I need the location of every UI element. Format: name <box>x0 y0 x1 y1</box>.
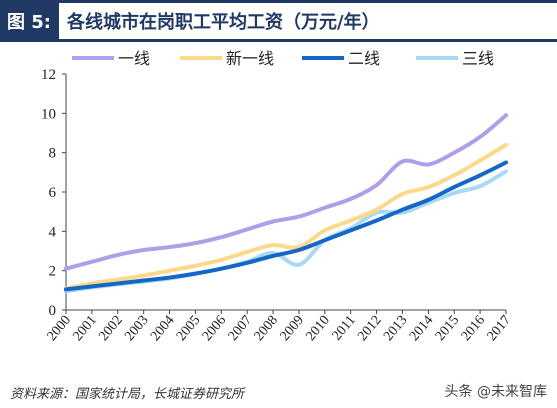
y-tick-label: 0 <box>49 303 57 319</box>
x-tick-label: 2006 <box>200 313 229 344</box>
x-tick-label: 2008 <box>252 313 281 344</box>
series-line-2 <box>64 160 508 292</box>
x-tick-label: 2012 <box>355 313 384 344</box>
x-tick-label: 2005 <box>174 313 203 344</box>
x-tick-label: 2013 <box>381 313 410 344</box>
legend-label-2: 二线 <box>348 49 380 68</box>
y-tick-label: 12 <box>41 67 56 83</box>
series-line-3 <box>64 169 508 294</box>
x-tick-label: 2011 <box>330 313 359 344</box>
y-tick-label: 4 <box>49 224 57 240</box>
series-line-0 <box>64 113 508 271</box>
x-tick-label: 2016 <box>459 313 488 344</box>
y-tick-label: 10 <box>41 106 56 122</box>
x-tick-label: 2003 <box>122 313 151 344</box>
line-chart: 0246810122000200120022003200420052006200… <box>41 49 514 344</box>
watermark: 头条 @未来智库 <box>445 381 547 401</box>
watermark-text: 头条 @未来智库 <box>444 384 547 400</box>
x-tick-label: 2017 <box>485 313 514 344</box>
figure-header: 图 5: 各线城市在岗职工平均工资（万元/年） <box>0 0 557 42</box>
figure-title: 各线城市在岗职工平均工资（万元/年） <box>67 12 380 33</box>
x-tick-label: 2015 <box>433 313 462 344</box>
series-line-1 <box>64 142 508 291</box>
x-tick-label: 2004 <box>148 313 177 344</box>
legend-label-1: 新一线 <box>226 49 274 68</box>
y-tick-label: 8 <box>49 146 57 162</box>
y-tick-label: 6 <box>49 185 57 201</box>
x-tick-label: 2009 <box>278 313 307 344</box>
figure-label: 图 5: <box>0 3 59 39</box>
x-tick-label: 2010 <box>303 313 332 344</box>
x-tick-label: 2014 <box>407 313 436 344</box>
source-note: 资料来源：国家统计局，长城证券研究所 <box>10 387 245 402</box>
x-tick-label: 2001 <box>70 313 99 344</box>
x-tick-label: 2007 <box>226 313 255 344</box>
legend-label-3: 三线 <box>462 49 494 68</box>
legend-label-0: 一线 <box>118 49 150 68</box>
x-tick-label: 2002 <box>96 313 125 344</box>
y-tick-label: 2 <box>49 264 57 280</box>
